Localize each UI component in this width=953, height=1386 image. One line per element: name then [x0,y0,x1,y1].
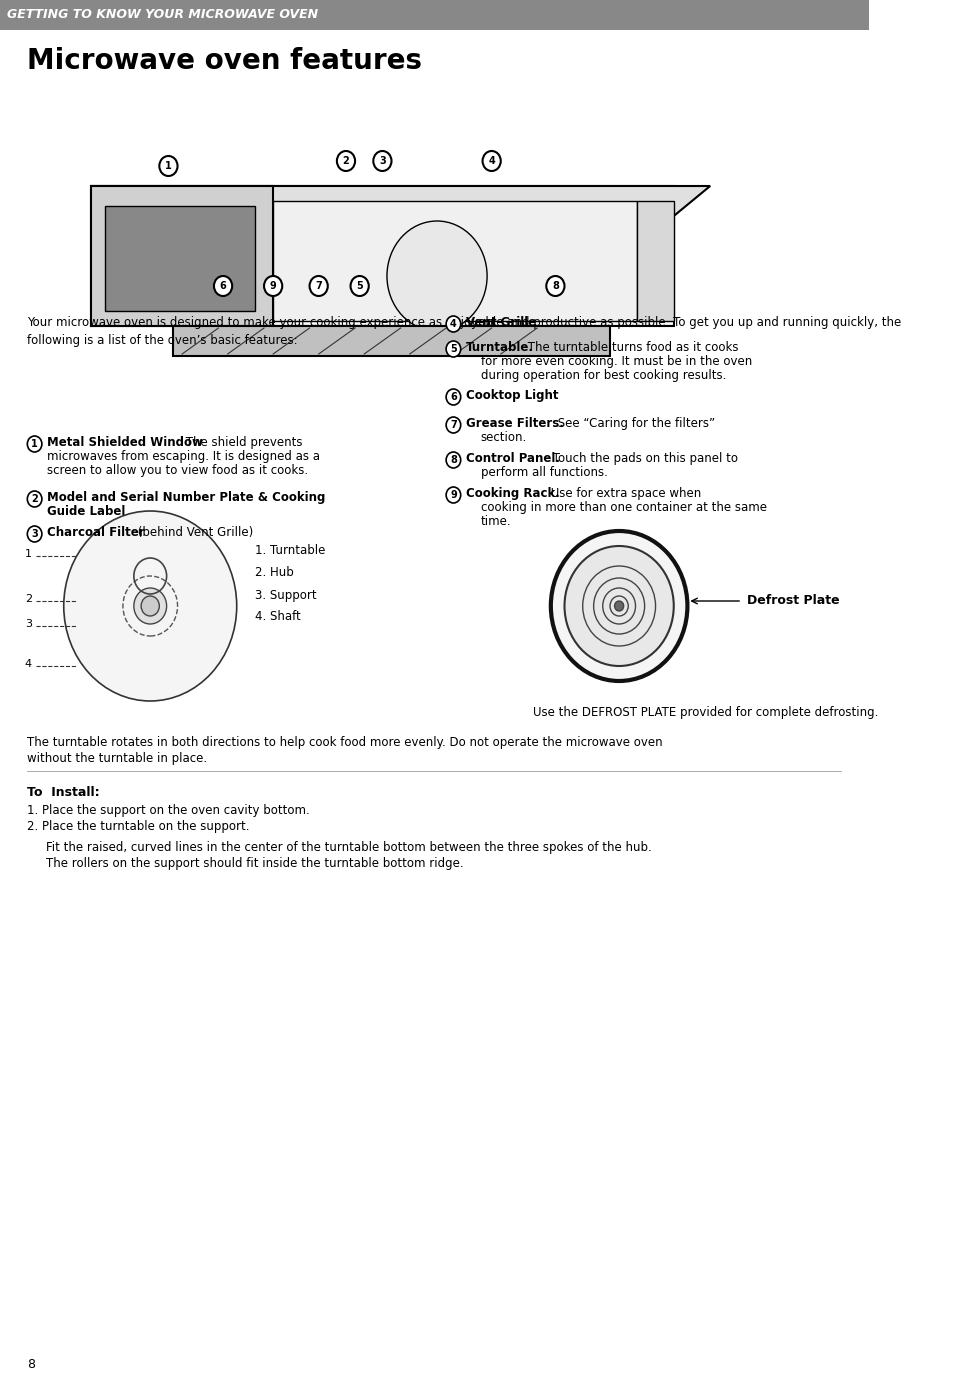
Text: Defrost Plate: Defrost Plate [746,595,839,607]
Circle shape [446,452,460,468]
Text: Model and Serial Number Plate & Cooking: Model and Serial Number Plate & Cooking [48,491,325,505]
Text: perform all functions.: perform all functions. [480,466,607,480]
Text: Touch the pads on this panel to: Touch the pads on this panel to [548,452,738,464]
Text: 4: 4 [25,658,31,669]
Text: screen to allow you to view food as it cooks.: screen to allow you to view food as it c… [48,464,308,477]
Text: Cooking Rack.: Cooking Rack. [466,486,559,500]
Text: 6: 6 [450,392,456,402]
Circle shape [159,157,177,176]
Circle shape [133,588,167,624]
Circle shape [387,220,487,331]
Text: 3: 3 [31,529,38,539]
Text: 7: 7 [314,281,322,291]
Bar [273,201,637,322]
Text: The rollers on the support should fit inside the turntable bottom ridge.: The rollers on the support should fit in… [46,857,462,870]
Bar [91,186,273,326]
Text: The turntable turns food as it cooks: The turntable turns food as it cooks [524,341,739,353]
Text: 1: 1 [165,161,172,170]
Circle shape [446,341,460,358]
Text: Use the DEFROST PLATE provided for complete defrosting.: Use the DEFROST PLATE provided for compl… [532,705,877,719]
Bar [0,0,867,30]
Text: Your microwave oven is designed to make your cooking experience as enjoyable and: Your microwave oven is designed to make … [28,316,901,346]
Text: 4: 4 [450,319,456,328]
Text: 3: 3 [378,157,385,166]
Text: 2. Hub: 2. Hub [254,567,294,579]
Text: 2: 2 [31,493,38,505]
Circle shape [614,602,623,611]
Bar [91,186,673,326]
Circle shape [264,276,282,297]
Text: See “Caring for the filters”: See “Caring for the filters” [554,417,715,430]
Text: Guide Label: Guide Label [48,505,126,518]
Circle shape [64,511,236,701]
Circle shape [446,486,460,503]
Text: GETTING TO KNOW YOUR MICROWAVE OVEN: GETTING TO KNOW YOUR MICROWAVE OVEN [8,8,318,22]
Circle shape [546,276,564,297]
Text: Turntable.: Turntable. [466,341,534,353]
Text: 9: 9 [450,491,456,500]
Bar [172,326,609,356]
Text: 8: 8 [450,455,456,464]
Text: 2. Place the turntable on the support.: 2. Place the turntable on the support. [28,821,250,833]
Circle shape [446,316,460,333]
Text: 6: 6 [219,281,226,291]
Circle shape [28,437,42,452]
Bar [637,201,673,322]
Text: To  Install:: To Install: [28,786,100,798]
Text: The turntable rotates in both directions to help cook food more evenly. Do not o: The turntable rotates in both directions… [28,736,662,748]
Text: 2: 2 [25,595,31,604]
Circle shape [373,151,391,170]
Circle shape [141,596,159,615]
Bar [105,207,254,310]
Text: 1. Turntable: 1. Turntable [254,545,325,557]
Circle shape [309,276,328,297]
Text: during operation for best cooking results.: during operation for best cooking result… [480,369,725,383]
Text: 1: 1 [31,439,38,449]
Text: Metal Shielded Window: Metal Shielded Window [48,437,203,449]
Text: Charcoal Filter: Charcoal Filter [48,527,145,539]
Text: microwaves from escaping. It is designed as a: microwaves from escaping. It is designed… [48,450,320,463]
Text: 3: 3 [25,620,31,629]
Text: 5: 5 [450,344,456,353]
Text: The shield prevents: The shield prevents [182,437,302,449]
Text: 2: 2 [342,157,349,166]
Text: 9: 9 [270,281,276,291]
Text: Use for extra space when: Use for extra space when [547,486,700,500]
Circle shape [28,527,42,542]
Text: 4. Shaft: 4. Shaft [254,610,300,624]
Text: 5: 5 [355,281,363,291]
Circle shape [213,276,232,297]
Text: for more even cooking. It must be in the oven: for more even cooking. It must be in the… [480,355,751,369]
Circle shape [446,417,460,432]
Text: 8: 8 [28,1358,35,1371]
Circle shape [336,151,355,170]
Text: 8: 8 [552,281,558,291]
Circle shape [28,491,42,507]
Polygon shape [91,186,709,216]
Circle shape [446,389,460,405]
Text: Cooktop Light: Cooktop Light [466,389,558,402]
Text: 7: 7 [450,420,456,430]
Text: Fit the raised, curved lines in the center of the turntable bottom between the t: Fit the raised, curved lines in the cent… [46,841,651,854]
Circle shape [482,151,500,170]
Text: without the turntable in place.: without the turntable in place. [28,753,207,765]
Text: time.: time. [480,516,511,528]
Text: 1. Place the support on the oven cavity bottom.: 1. Place the support on the oven cavity … [28,804,310,816]
Text: (behind Vent Grille): (behind Vent Grille) [133,527,253,539]
Text: cooking in more than one container at the same: cooking in more than one container at th… [480,500,766,514]
Text: 4: 4 [488,157,495,166]
Text: Control Panel.: Control Panel. [466,452,559,464]
Text: Vent Grille: Vent Grille [466,316,536,328]
Circle shape [564,546,673,667]
Text: section.: section. [480,431,526,444]
Text: Microwave oven features: Microwave oven features [28,47,422,75]
Text: Grease Filters.: Grease Filters. [466,417,563,430]
Circle shape [350,276,369,297]
Text: 1: 1 [25,549,31,559]
Text: 3. Support: 3. Support [254,589,316,602]
Circle shape [550,531,687,681]
